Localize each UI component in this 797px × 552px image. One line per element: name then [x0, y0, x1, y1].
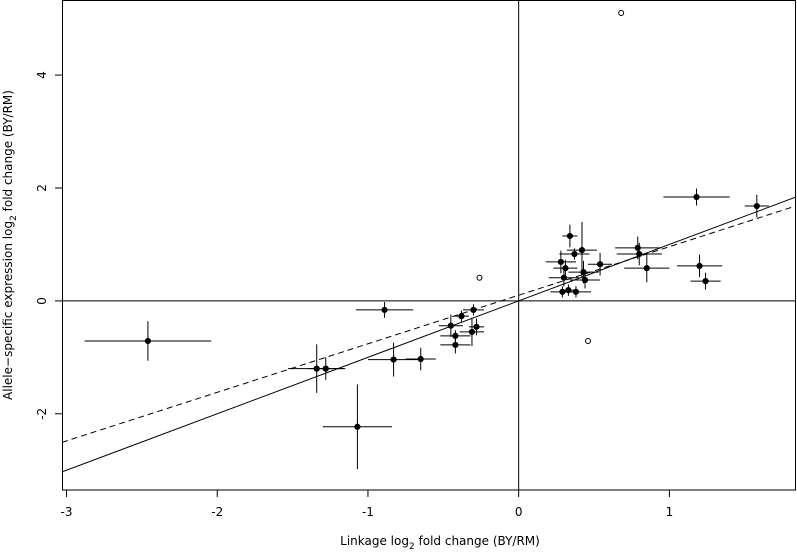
y-tick-label: 2	[35, 184, 49, 192]
point	[144, 337, 152, 345]
point	[565, 287, 572, 294]
point	[468, 328, 476, 336]
y-tick-label: -2	[35, 408, 49, 420]
y-label-part: Allele−specific expression log	[1, 221, 15, 400]
point	[452, 332, 459, 339]
point	[390, 356, 397, 363]
point	[753, 202, 760, 210]
plot-area	[62, 0, 796, 490]
x-axis-label: Linkage log2 fold change (BY/RM)	[340, 534, 540, 552]
point	[458, 313, 465, 320]
point	[381, 306, 388, 314]
point	[473, 323, 480, 330]
point	[696, 262, 703, 269]
x-tick-label: -2	[211, 505, 223, 519]
point	[470, 306, 477, 314]
point	[596, 261, 604, 268]
x-tick-label: -1	[362, 505, 374, 519]
x-label-part: Linkage log	[340, 534, 409, 548]
point	[693, 193, 700, 201]
point	[581, 276, 589, 284]
x-tick-label: -3	[61, 505, 73, 519]
point	[560, 274, 567, 281]
point	[417, 355, 424, 363]
point	[557, 258, 564, 266]
point	[636, 250, 643, 258]
point	[643, 265, 650, 272]
point	[476, 274, 483, 281]
fit-line	[62, 196, 796, 473]
y-tick-label: 4	[35, 71, 49, 79]
point	[322, 365, 329, 372]
point	[618, 9, 625, 16]
point	[702, 278, 709, 285]
x-label-part: fold change (BY/RM)	[415, 534, 540, 548]
y-tick-label: 0	[35, 297, 49, 305]
x-label-subscript: 2	[409, 542, 415, 552]
plot-frame	[62, 0, 796, 491]
point	[578, 246, 586, 254]
y-axis-label: Allele−specific expression log2 fold cha…	[1, 90, 19, 400]
point	[447, 322, 454, 329]
point	[566, 232, 574, 240]
y-label-subscript: 2	[9, 215, 19, 221]
point	[571, 250, 578, 258]
y-label-part: fold change (BY/RM)	[1, 90, 15, 215]
point	[452, 341, 459, 349]
point	[354, 423, 361, 430]
point	[585, 337, 592, 344]
x-tick-label: 0	[515, 505, 523, 519]
fit-line	[62, 205, 796, 443]
x-tick-label: 1	[666, 505, 674, 519]
